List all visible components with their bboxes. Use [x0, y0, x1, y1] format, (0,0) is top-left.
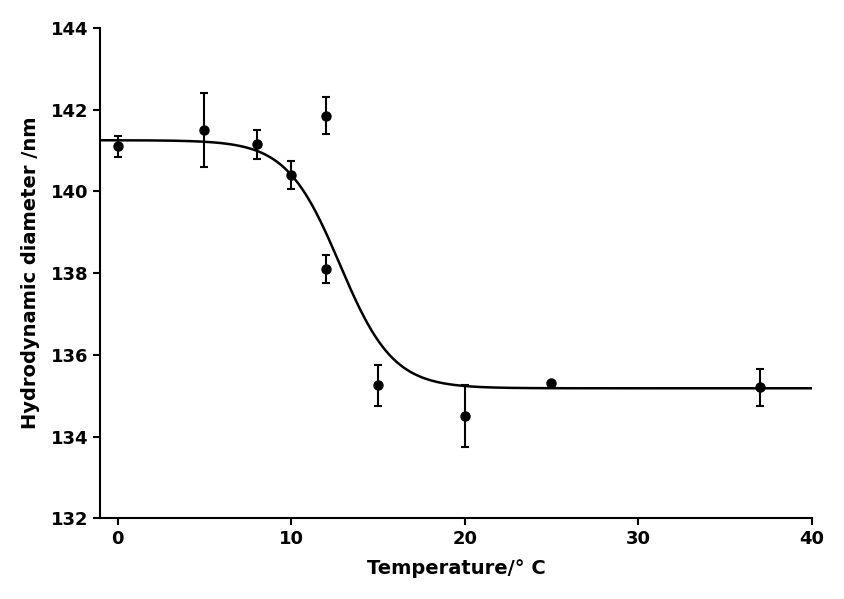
X-axis label: Temperature/° C: Temperature/° C: [366, 559, 544, 578]
Y-axis label: Hydrodynamic diameter /nm: Hydrodynamic diameter /nm: [21, 117, 40, 429]
